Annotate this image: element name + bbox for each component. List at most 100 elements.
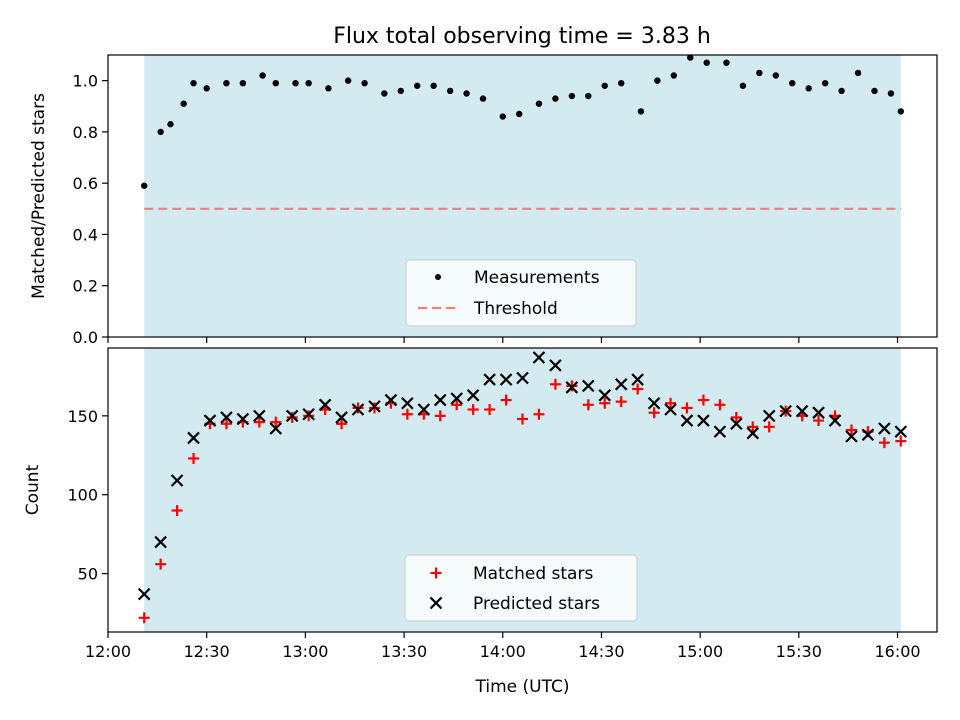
matched-star-point	[270, 416, 282, 428]
matched-star-point	[336, 418, 348, 430]
measurement-point	[167, 121, 174, 128]
measurement-point	[654, 77, 661, 84]
y-tick-label: 0.8	[73, 123, 98, 142]
matched-star-point	[566, 380, 578, 392]
matched-star-point	[582, 399, 594, 411]
x-tick-label: 14:00	[480, 642, 526, 661]
matched-star-point	[467, 404, 479, 416]
measurement-point	[344, 77, 352, 84]
matched-star-point	[714, 399, 726, 411]
measurement-point	[223, 80, 230, 87]
matched-star-point	[632, 383, 644, 395]
matched-star-point	[813, 415, 825, 427]
matched-star-point	[665, 397, 677, 409]
predicted-star-point	[664, 403, 677, 416]
measurement-point	[414, 82, 421, 89]
measurement-point	[871, 87, 878, 95]
measurement-point	[854, 69, 862, 77]
matched-star-point	[747, 421, 759, 433]
predicted-star-point	[828, 414, 842, 427]
predicted-star-point	[779, 404, 792, 418]
bottom-y-axis-label: Count	[23, 464, 43, 515]
y-tick-label: 0.4	[73, 225, 98, 244]
legend-marker-matched	[430, 567, 442, 579]
predicted-star-point	[285, 409, 299, 423]
counts-layer	[137, 351, 908, 624]
y-tick-label: 0.2	[73, 277, 98, 296]
predicted-star-point	[302, 407, 315, 421]
measurement-point	[499, 113, 506, 120]
predicted-star-point	[532, 351, 546, 364]
predicted-star-point	[137, 587, 151, 601]
legend-plus-marker	[430, 567, 442, 579]
measurement-point	[325, 85, 332, 92]
measurement-point	[805, 85, 812, 92]
y-tick-label: 0.6	[73, 174, 98, 193]
matched-star-point	[286, 411, 298, 423]
matched-star-point	[303, 410, 315, 422]
predicted-star-point	[417, 403, 431, 416]
matched-star-point	[220, 418, 232, 430]
bottom-y-ticks: 50 100 150	[67, 407, 108, 584]
bottom-legend-box	[404, 554, 638, 622]
legend-marker-predicted	[429, 596, 443, 610]
bottom-axes-frame	[107, 347, 938, 633]
x-tick-label: 13:00	[282, 642, 328, 661]
matched-star-point	[599, 397, 611, 409]
legend-label-predicted: Predicted stars	[473, 594, 600, 614]
matched-star-point	[401, 408, 413, 420]
matched-star-point	[895, 435, 907, 447]
measurement-point	[259, 72, 266, 79]
matched-star-point	[845, 424, 857, 436]
measurement-point	[739, 82, 747, 89]
predicted-star-point	[368, 400, 381, 413]
predicted-star-point	[269, 422, 283, 435]
predicted-star-point	[318, 398, 332, 412]
measurement-point	[397, 87, 404, 95]
predicted-star-point	[401, 396, 414, 410]
matched-star-point	[648, 407, 660, 419]
predicted-star-point	[697, 414, 710, 427]
predicted-star-point	[236, 412, 250, 426]
top-x-ticks	[107, 337, 899, 343]
matched-star-point	[155, 558, 167, 570]
measurement-point	[535, 100, 543, 107]
measurements-layer	[140, 54, 905, 189]
legend-marker-measurements	[435, 274, 441, 280]
predicted-star-point	[516, 371, 529, 385]
measurement-point	[157, 128, 164, 136]
top-axes-frame	[107, 54, 938, 338]
matched-star-point	[451, 399, 463, 411]
x-tick-label: 12:30	[184, 642, 230, 661]
predicted-star-point	[499, 373, 513, 386]
predicted-star-point	[647, 396, 661, 410]
matched-star-point	[500, 394, 512, 406]
y-tick-label: 50	[78, 565, 98, 584]
predicted-star-point	[220, 411, 233, 424]
measurement-point	[381, 90, 388, 97]
matched-star-point	[763, 421, 775, 433]
matched-star-point	[697, 394, 709, 406]
predicted-star-point	[845, 430, 858, 443]
measurement-point	[703, 59, 710, 66]
matched-star-point	[368, 402, 380, 414]
measurement-point	[190, 80, 197, 87]
matched-star-point	[253, 416, 265, 428]
measurement-point	[292, 80, 299, 87]
matched-star-point	[730, 411, 742, 423]
measurement-point	[687, 54, 694, 61]
predicted-star-point	[762, 409, 776, 423]
predicted-star-point	[894, 425, 908, 438]
measurement-point	[203, 85, 210, 92]
measurement-point	[430, 82, 437, 89]
predicted-star-point	[450, 392, 463, 405]
predicted-star-point	[335, 411, 348, 424]
predicted-star-point	[549, 359, 562, 372]
x-tick-label: 13:30	[381, 642, 427, 661]
measurement-point	[756, 69, 763, 77]
measurement-point	[239, 80, 247, 87]
predicted-star-point	[582, 379, 595, 393]
matched-star-point	[138, 612, 150, 624]
x-tick-label: 12:00	[85, 642, 131, 661]
